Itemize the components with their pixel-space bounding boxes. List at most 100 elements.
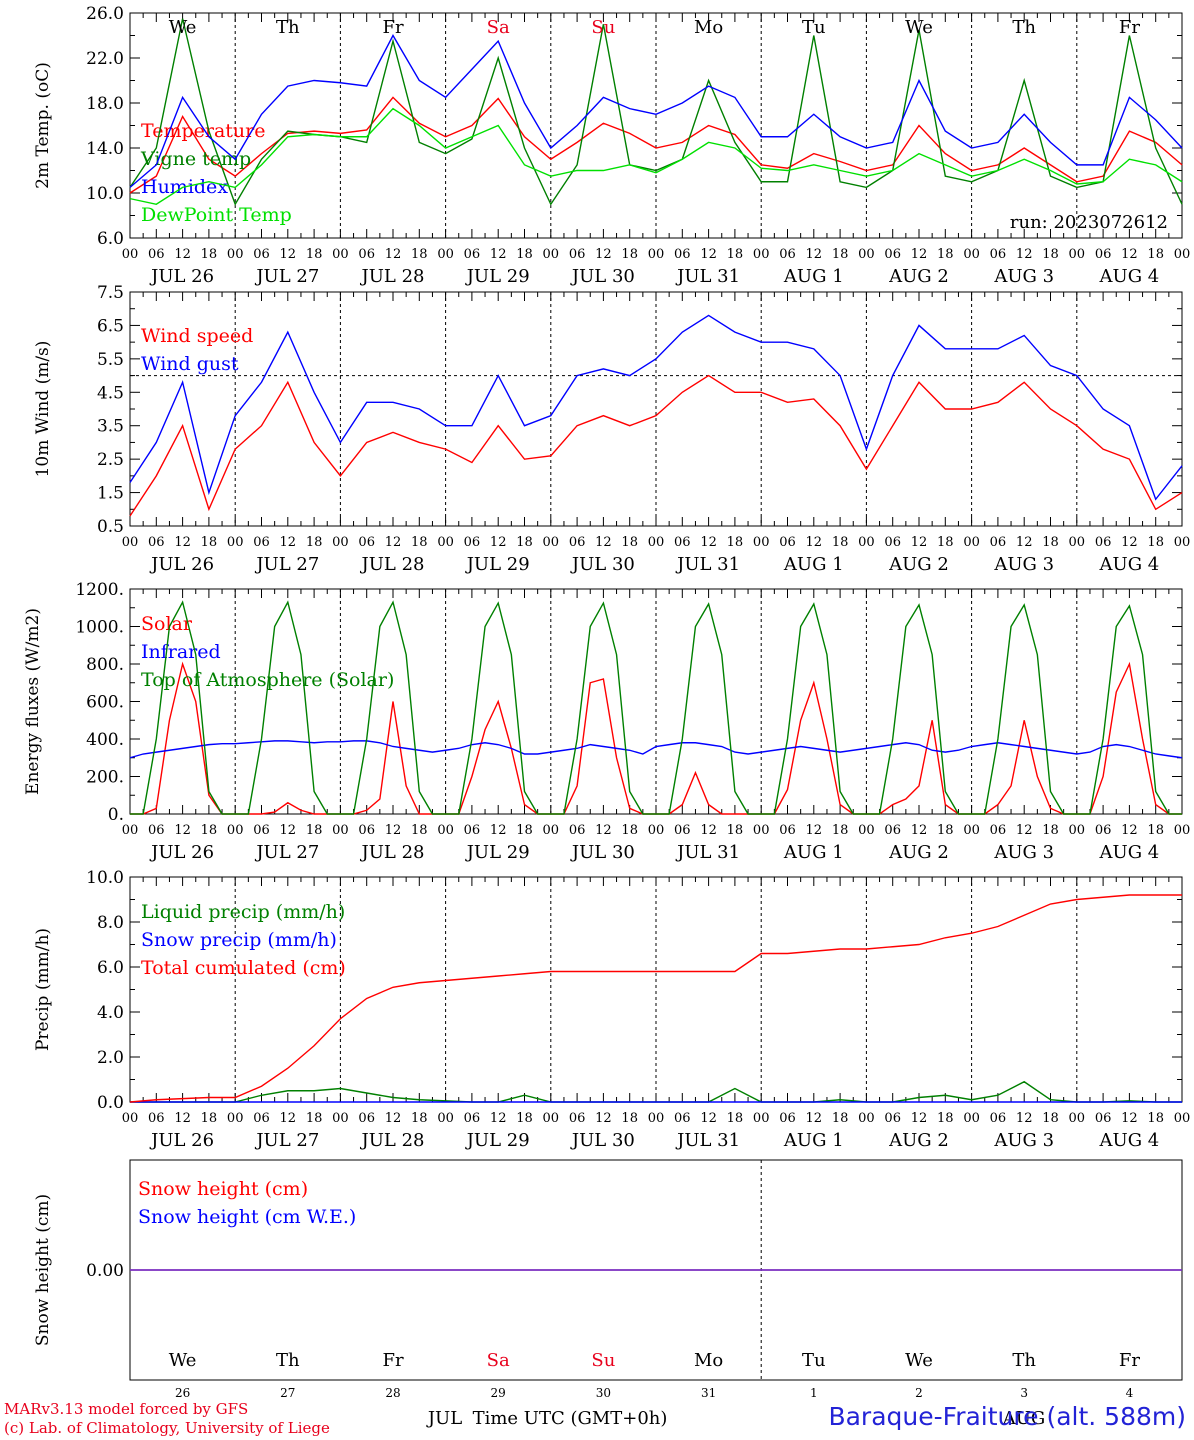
x-axis-title: Time UTC (GMT+0h) [473, 1408, 668, 1429]
y-tick-label: 8.0 [97, 913, 124, 933]
x-hour-label: 12 [595, 1111, 612, 1126]
x-hour-label: 00 [332, 1111, 349, 1126]
y-tick-label: 14.0 [86, 139, 124, 159]
x-hour-label: 12 [490, 823, 507, 838]
x-date-label: AUG 3 [993, 1130, 1054, 1151]
x-hour-label: 18 [621, 247, 638, 262]
x-hour-label: 18 [516, 247, 533, 262]
x-hour-label: 12 [490, 535, 507, 550]
legend-entry: Wind speed [141, 325, 253, 347]
day-number-label: 3 [1020, 1386, 1028, 1400]
x-hour-label: 12 [806, 823, 823, 838]
x-date-label: AUG 1 [783, 266, 844, 287]
y-tick-label: 2.0 [97, 1048, 124, 1068]
x-hour-label: 00 [122, 247, 139, 262]
x-date-label: AUG 1 [783, 554, 844, 575]
x-hour-label: 00 [227, 535, 244, 550]
x-date-label: JUL 26 [149, 842, 214, 863]
x-hour-label: 00 [1069, 247, 1086, 262]
x-hour-label: 18 [621, 1111, 638, 1126]
x-hour-label: 00 [858, 247, 875, 262]
x-hour-label: 18 [411, 247, 428, 262]
x-hour-label: 00 [648, 1111, 665, 1126]
weekday-label: Mo [694, 17, 723, 38]
y-tick-label: 6.0 [97, 958, 124, 978]
x-hour-label: 06 [884, 247, 901, 262]
x-hour-label: 12 [911, 535, 928, 550]
legend-entry: Solar [141, 613, 193, 635]
x-hour-label: 00 [227, 1111, 244, 1126]
y-axis-title: Energy fluxes (W/m2) [23, 608, 43, 795]
x-hour-label: 06 [990, 1111, 1007, 1126]
y-tick-label: 5.5 [97, 350, 124, 370]
x-hour-label: 06 [358, 823, 375, 838]
x-hour-label: 12 [1016, 1111, 1033, 1126]
x-hour-label: 06 [253, 247, 270, 262]
x-hour-label: 06 [1095, 1111, 1112, 1126]
x-hour-label: 06 [884, 535, 901, 550]
x-hour-label: 06 [990, 535, 1007, 550]
x-hour-label: 06 [674, 1111, 691, 1126]
legend-entry: Top of Atmosphere (Solar) [141, 669, 394, 691]
x-hour-label: 06 [779, 823, 796, 838]
x-hour-label: 00 [858, 1111, 875, 1126]
x-hour-label: 00 [648, 823, 665, 838]
y-axis-title: Precip (mm/h) [33, 928, 53, 1051]
x-hour-label: 00 [543, 1111, 560, 1126]
x-date-label: AUG 4 [1099, 842, 1160, 863]
x-hour-label: 06 [990, 247, 1007, 262]
x-hour-label: 12 [1121, 247, 1138, 262]
x-date-label: JUL 30 [570, 1130, 635, 1151]
x-hour-label: 18 [411, 1111, 428, 1126]
x-hour-label: 00 [437, 1111, 454, 1126]
x-hour-label: 18 [621, 535, 638, 550]
y-tick-label: 1200. [75, 580, 124, 600]
y-tick-label: 0.00 [86, 1261, 124, 1281]
x-date-label: JUL 29 [465, 842, 530, 863]
x-hour-label: 00 [1174, 1111, 1191, 1126]
series-line-humidex [129, 34, 1183, 188]
x-hour-label: 00 [963, 535, 980, 550]
series-line-top-of-atmosphere-solar- [130, 600, 1182, 815]
x-hour-label: 12 [911, 247, 928, 262]
weekday-label: Fr [382, 1350, 403, 1371]
y-tick-label: 400. [86, 730, 124, 750]
x-hour-label: 18 [832, 247, 849, 262]
x-hour-label: 18 [1147, 1111, 1164, 1126]
x-hour-label: 18 [1042, 1111, 1059, 1126]
y-axis-title: 2m Temp. (oC) [33, 62, 53, 189]
x-date-label: JUL 26 [149, 554, 214, 575]
weekday-label: Th [1012, 1350, 1036, 1371]
x-hour-label: 06 [674, 823, 691, 838]
x-date-label: AUG 3 [993, 842, 1054, 863]
y-tick-label: 22.0 [86, 49, 124, 69]
x-date-label: JUL 27 [254, 554, 319, 575]
x-date-label: AUG 2 [888, 1130, 949, 1151]
x-hour-label: 12 [280, 1111, 297, 1126]
day-number-label: 1 [810, 1386, 818, 1400]
weekday-label: We [905, 17, 933, 38]
x-date-label: JUL 29 [465, 554, 530, 575]
x-date-label: AUG 2 [888, 842, 949, 863]
y-axis-title: Snow height (cm) [33, 1194, 53, 1346]
day-number-label: 27 [280, 1386, 295, 1400]
x-hour-label: 06 [674, 247, 691, 262]
x-hour-label: 06 [569, 1111, 586, 1126]
x-hour-label: 12 [806, 535, 823, 550]
x-hour-label: 06 [464, 1111, 481, 1126]
x-hour-label: 06 [779, 535, 796, 550]
weekday-label: Sa [487, 1350, 510, 1371]
x-hour-label: 06 [148, 247, 165, 262]
x-hour-label: 12 [385, 535, 402, 550]
y-tick-label: 0.0 [97, 1093, 124, 1113]
x-date-label: AUG 2 [888, 266, 949, 287]
x-date-label: AUG 3 [993, 554, 1054, 575]
x-hour-label: 12 [385, 823, 402, 838]
day-number-label: 2 [915, 1386, 923, 1400]
legend-entry: Wind gust [141, 353, 239, 375]
y-tick-label: 200. [86, 768, 124, 788]
x-hour-label: 00 [437, 823, 454, 838]
x-hour-label: 00 [963, 1111, 980, 1126]
x-hour-label: 06 [569, 823, 586, 838]
x-hour-label: 18 [411, 535, 428, 550]
